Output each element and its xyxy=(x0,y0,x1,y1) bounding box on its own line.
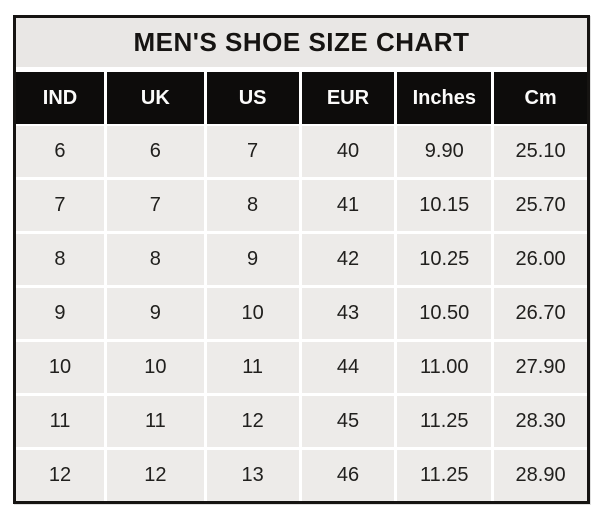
size-cell: 8 xyxy=(206,180,299,231)
size-cell: 11.25 xyxy=(397,450,492,501)
size-cell: 8 xyxy=(16,234,104,285)
size-cell: 43 xyxy=(301,288,395,339)
size-cell: 6 xyxy=(16,126,104,177)
size-cell: 41 xyxy=(301,180,395,231)
size-cell: 10.50 xyxy=(397,288,492,339)
size-cell: 9 xyxy=(106,288,204,339)
size-cell: 12 xyxy=(206,396,299,447)
header-cell-cm: Cm xyxy=(494,72,587,124)
size-cell: 6 xyxy=(106,126,204,177)
size-cell: 13 xyxy=(206,450,299,501)
size-cell: 10.25 xyxy=(397,234,492,285)
size-cell: 28.90 xyxy=(494,450,587,501)
size-cell: 10.15 xyxy=(397,180,492,231)
size-cell: 11 xyxy=(106,396,204,447)
size-cell: 28.30 xyxy=(494,396,587,447)
size-cell: 25.10 xyxy=(494,126,587,177)
size-cell: 8 xyxy=(106,234,204,285)
size-cell: 7 xyxy=(106,180,204,231)
size-cell: 10 xyxy=(206,288,299,339)
size-cell: 7 xyxy=(16,180,104,231)
size-cell: 10 xyxy=(16,342,104,393)
size-cell: 12 xyxy=(106,450,204,501)
size-cell: 9 xyxy=(206,234,299,285)
size-cell: 11.00 xyxy=(397,342,492,393)
size-cell: 11.25 xyxy=(397,396,492,447)
size-cell: 45 xyxy=(301,396,395,447)
size-cell: 9.90 xyxy=(397,126,492,177)
header-cell-us: US xyxy=(206,72,299,124)
size-cell: 10 xyxy=(106,342,204,393)
header-cell-inches: Inches xyxy=(397,72,492,124)
size-cell: 9 xyxy=(16,288,104,339)
header-cell-eur: EUR xyxy=(301,72,395,124)
size-cell: 12 xyxy=(16,450,104,501)
header-cell-uk: UK xyxy=(106,72,204,124)
size-cell: 40 xyxy=(301,126,395,177)
size-cell: 46 xyxy=(301,450,395,501)
size-cell: 25.70 xyxy=(494,180,587,231)
size-cell: 26.00 xyxy=(494,234,587,285)
size-cell: 27.90 xyxy=(494,342,587,393)
size-cell: 42 xyxy=(301,234,395,285)
size-cell: 44 xyxy=(301,342,395,393)
shoe-size-chart: MEN'S SHOE SIZE CHART IND UK US EUR Inches Cm… xyxy=(13,15,590,504)
size-cell: 26.70 xyxy=(494,288,587,339)
chart-title: MEN'S SHOE SIZE CHART xyxy=(16,18,587,67)
size-cell: 11 xyxy=(206,342,299,393)
size-cell: 11 xyxy=(16,396,104,447)
size-cell: 7 xyxy=(206,126,299,177)
header-cell-ind: IND xyxy=(16,72,104,124)
size-grid: MEN'S SHOE SIZE CHART IND UK US EUR Inches Cm… xyxy=(16,18,587,501)
